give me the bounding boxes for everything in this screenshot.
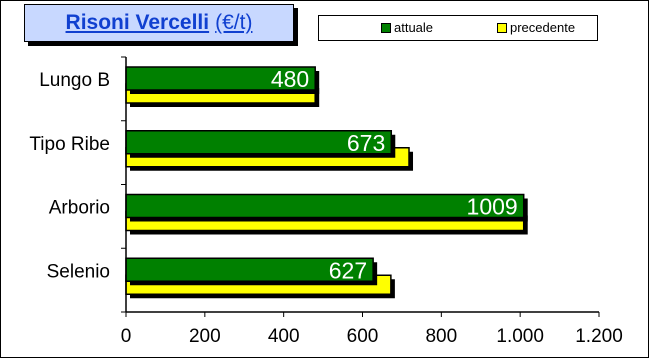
x-tick-label: 800 [425, 326, 457, 347]
x-tick-label: 400 [268, 326, 300, 347]
chart-title-box: Risoni Vercelli (€/t) [24, 4, 294, 42]
legend-item-attuale: attuale [381, 20, 433, 35]
legend-item-precedente: precedente [497, 20, 575, 35]
data-label-attuale: 480 [271, 66, 309, 92]
category-label: Lungo B [39, 70, 110, 91]
legend-swatch-attuale [381, 22, 391, 33]
x-tick-label: 1.000 [496, 326, 544, 347]
category-label: Selenio [47, 261, 110, 282]
data-label-attuale: 627 [329, 257, 367, 283]
chart-legend: attuale precedente [318, 15, 598, 41]
chart-title: Risoni Vercelli [65, 11, 210, 34]
data-label-attuale: 673 [347, 130, 385, 156]
x-tick-label: 200 [189, 326, 221, 347]
legend-label-attuale: attuale [394, 20, 434, 35]
category-label: Arborio [49, 198, 110, 219]
data-label-attuale: 1009 [467, 194, 518, 220]
x-tick-label: 600 [347, 326, 379, 347]
chart-title-unit: (€/t) [215, 11, 253, 34]
bar-attuale-arborio [125, 193, 525, 219]
x-tick-label: 1.200 [575, 326, 623, 347]
x-tick-label: 0 [121, 326, 132, 347]
legend-swatch-precedente [497, 22, 507, 33]
legend-label-precedente: precedente [510, 20, 576, 35]
category-label: Tipo Ribe [29, 134, 110, 155]
